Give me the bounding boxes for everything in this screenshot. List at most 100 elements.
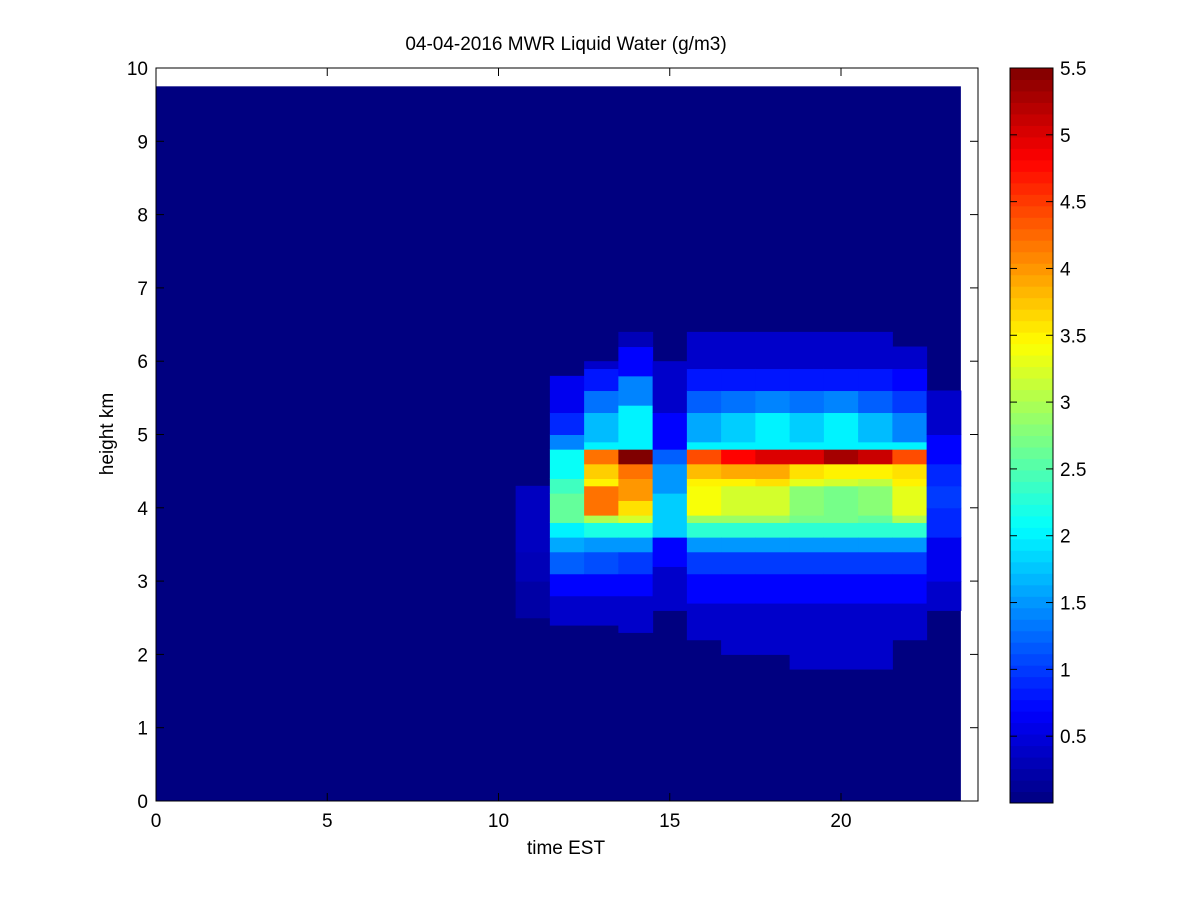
heatmap-cell — [549, 478, 585, 494]
colorbar-step — [1010, 148, 1053, 161]
heatmap-cell — [926, 581, 962, 611]
y-axis-label: height km — [97, 393, 118, 475]
colorbar-step — [1010, 584, 1053, 597]
heatmap-cell — [652, 449, 688, 465]
colorbar-tick-label: 3 — [1060, 393, 1071, 414]
heatmap-cell — [755, 551, 791, 575]
heatmap-cell — [721, 390, 756, 414]
heatmap-cell — [686, 449, 722, 465]
heatmap-cell — [892, 463, 928, 479]
heatmap-cell — [892, 478, 928, 487]
heatmap-cell — [686, 463, 722, 479]
heatmap-cell — [549, 449, 585, 479]
heatmap-cell — [823, 331, 859, 370]
heatmap-cell — [858, 573, 893, 604]
colorbar-step — [1010, 297, 1053, 310]
heatmap-cell — [686, 441, 722, 450]
colorbar-step — [1010, 366, 1053, 379]
heatmap-cell — [926, 434, 962, 465]
heatmap-cell — [584, 537, 619, 553]
heatmap-cell — [823, 551, 859, 575]
heatmap-cell — [549, 573, 585, 597]
heatmap-cell — [823, 515, 859, 523]
heatmap-cell — [823, 368, 859, 392]
heatmap-cell — [652, 463, 688, 494]
colorbar-step — [1010, 492, 1053, 505]
heatmap-cell — [823, 485, 859, 516]
x-tick-label: 15 — [659, 811, 680, 832]
y-tick-label: 6 — [137, 352, 148, 373]
heatmap-cell — [686, 537, 722, 553]
heatmap-cell — [618, 346, 654, 377]
heatmap-cell — [686, 551, 722, 575]
heatmap-cell — [618, 573, 654, 597]
heatmap-cell — [584, 485, 619, 516]
heatmap-cell — [721, 368, 756, 392]
colorbar-step — [1010, 125, 1053, 138]
colorbar-step — [1010, 182, 1053, 195]
y-tick-label: 5 — [137, 426, 148, 447]
heatmap-cell — [549, 537, 585, 553]
heatmap-cell — [892, 441, 928, 450]
colorbar-step — [1010, 401, 1053, 414]
colorbar-step — [1010, 378, 1053, 391]
heatmap-cell — [755, 573, 791, 604]
heatmap-cell — [789, 331, 825, 370]
colorbar-step — [1010, 768, 1053, 781]
colorbar-step — [1010, 642, 1053, 655]
colorbar-step — [1010, 113, 1053, 126]
heatmap-cell — [892, 485, 928, 516]
heatmap-cell — [618, 515, 654, 523]
colorbar-step — [1010, 665, 1053, 678]
colorbar-step — [1010, 550, 1053, 563]
colorbar-step — [1010, 734, 1053, 747]
heatmap-cell — [755, 331, 791, 370]
heatmap-cell — [686, 390, 722, 414]
x-tick-label: 20 — [830, 811, 851, 832]
y-tick-label: 0 — [137, 792, 148, 813]
colorbar-step — [1010, 653, 1053, 666]
heatmap-cell — [721, 573, 756, 604]
heatmap-cell — [652, 412, 688, 450]
heatmap-cell — [755, 603, 791, 655]
heatmap-cell — [926, 390, 962, 435]
heatmap-cell — [584, 515, 619, 523]
heatmap-cell — [823, 390, 859, 414]
colorbar-step — [1010, 263, 1053, 276]
heatmap-cell — [549, 595, 585, 626]
heatmap-cell — [618, 522, 654, 538]
heatmap-cell — [823, 412, 859, 443]
heatmap-cell — [823, 441, 859, 450]
heatmap-cell — [823, 463, 859, 479]
colorbar-step — [1010, 136, 1053, 149]
colorbar-step — [1010, 320, 1053, 333]
heatmap-cell — [755, 463, 791, 479]
colorbar-tick-label: 2 — [1060, 527, 1071, 548]
y-tick-label: 3 — [137, 572, 148, 593]
colorbar-step — [1010, 630, 1053, 643]
heatmap-cell — [584, 463, 619, 479]
heatmap-cell — [584, 412, 619, 443]
heatmap-cell — [618, 441, 654, 450]
heatmap-cell — [926, 463, 962, 487]
heatmap-cell — [721, 551, 756, 575]
heatmap-cell — [652, 361, 688, 414]
colorbar-step — [1010, 424, 1053, 436]
x-tick-label: 10 — [488, 811, 509, 832]
heatmap-cell — [584, 573, 619, 597]
colorbar-step — [1010, 251, 1053, 264]
heatmap-cell — [823, 478, 859, 487]
colorbar-step — [1010, 90, 1053, 103]
colorbar-step — [1010, 435, 1053, 448]
colorbar-tick-label: 2.5 — [1060, 460, 1086, 481]
y-tick-label: 1 — [137, 719, 148, 740]
colorbar-step — [1010, 515, 1053, 528]
heatmap-cell — [721, 485, 756, 516]
colorbar-tick-label: 1 — [1060, 660, 1071, 681]
heatmap-cell — [755, 449, 791, 465]
colorbar-step — [1010, 194, 1053, 207]
colorbar-tick-label: 5 — [1060, 126, 1071, 147]
colorbar-step — [1010, 527, 1053, 540]
colorbar-step — [1010, 780, 1053, 793]
heatmap-cell — [755, 368, 791, 392]
